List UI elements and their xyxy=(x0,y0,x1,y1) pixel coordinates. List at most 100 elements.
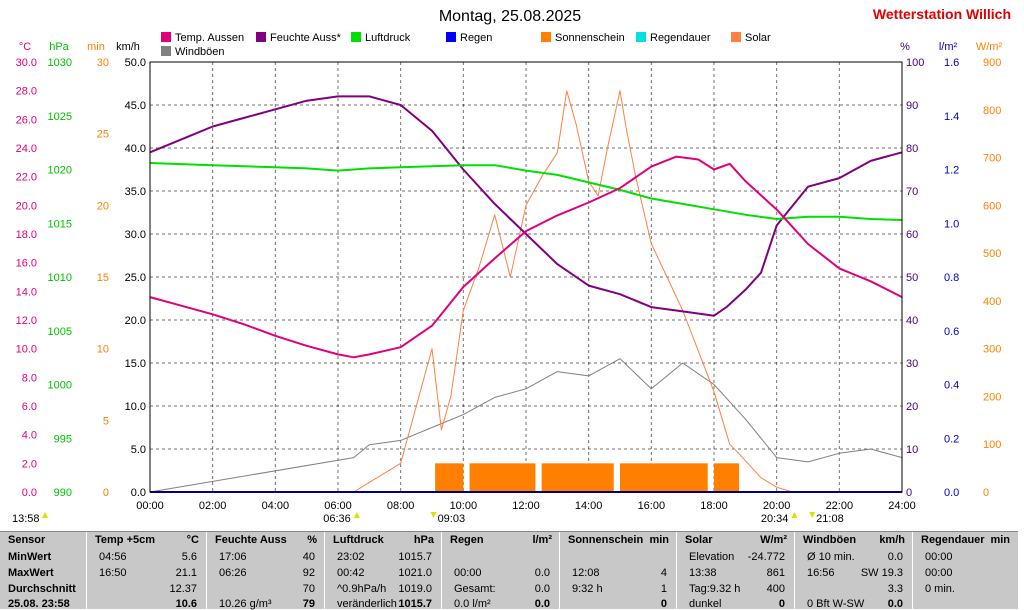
stats-cell-left: 00:42 xyxy=(337,567,365,579)
sun-end-time: 21:08 xyxy=(816,513,844,525)
series-line xyxy=(353,90,793,493)
legend-label: Regen xyxy=(460,32,492,44)
stats-header: Feuchte Auss xyxy=(215,534,287,546)
current-time-marker xyxy=(42,512,48,518)
tick-label-kmh: 45.0 xyxy=(125,100,146,112)
legend-swatch xyxy=(446,32,456,42)
axis-unit-solar: W/m² xyxy=(976,41,1003,53)
tick-label-temp: 12.0 xyxy=(16,315,37,327)
sun-start-time: 09:03 xyxy=(438,513,466,525)
time-tick-label: 16:00 xyxy=(638,500,666,512)
stats-column-separator xyxy=(324,532,325,609)
stats-header-unit: % xyxy=(307,534,317,546)
sunshine-bar xyxy=(714,463,740,492)
tick-label-rain: 0.6 xyxy=(944,326,959,338)
time-tick-label: 20:00 xyxy=(763,500,791,512)
legend-swatch xyxy=(351,32,361,42)
stats-cell-value: 0 xyxy=(778,598,785,610)
tick-label-rain: 0.0 xyxy=(944,487,959,499)
legend: Temp. Aussen Feuchte Auss* Luftdruck Regen S… xyxy=(161,32,771,58)
tick-label-press: 990 xyxy=(54,487,72,499)
tick-label-pct: 20 xyxy=(906,401,918,413)
stats-cell-value: 0 xyxy=(660,598,667,610)
tick-label-press: 1010 xyxy=(48,272,72,284)
tick-label-temp: 18.0 xyxy=(16,229,37,241)
tick-label-solar: 400 xyxy=(983,296,1001,308)
stats-cell-value: 0.0 xyxy=(534,598,550,610)
stats-cell-left: 00:00 xyxy=(925,551,953,563)
series-line xyxy=(149,162,903,221)
stats-header-unit: km/h xyxy=(879,534,905,546)
tick-label-kmh: 50.0 xyxy=(125,57,146,69)
tick-label-rain: 1.6 xyxy=(944,57,959,69)
tick-label-kmh: 30.0 xyxy=(125,229,146,241)
legend-swatch xyxy=(256,32,266,42)
stats-cell-value: 0.0 xyxy=(534,567,550,579)
stats-header: Sonnenschein xyxy=(568,534,644,546)
stats-cell-left: Tag:9.32 h xyxy=(689,583,741,595)
axis-ticks: 0.0 2.0 4.0 6.0 8.0 10.0 12.0 14.0 16.0 18.0 20.0 2… xyxy=(16,57,1002,512)
tick-label-min: 20 xyxy=(97,200,109,212)
stats-panel: Sensor MinWert MaxWert Durchschnitt 25.08. 2… xyxy=(0,531,1018,610)
legend-label: Solar xyxy=(745,32,771,44)
stats-header-unit: min xyxy=(990,534,1010,546)
stats-column-separator xyxy=(559,532,560,609)
stats-cell-left: dunkel xyxy=(689,598,722,610)
stats-column: Regen l/m² 00:00 0.0 Gesamt: 0.0 0.0 l/m² 0.0 xyxy=(442,532,560,610)
legend-label: Windböen xyxy=(175,46,225,58)
tick-label-pct: 80 xyxy=(906,143,918,155)
sunrise-time: 06:36 xyxy=(323,513,351,525)
series-line xyxy=(149,358,903,493)
sun-markers: 06:36 20:34 09:03 21:08 13:58 xyxy=(12,512,844,525)
stats-row-label: MaxWert xyxy=(8,567,54,579)
station-name: Wetterstation Willich xyxy=(873,6,1011,22)
stats-column-separator xyxy=(912,532,913,609)
stats-cell-left: 16:56 xyxy=(807,567,835,579)
stats-cell-left: 12:08 xyxy=(572,567,600,579)
tick-label-rain: 1.4 xyxy=(944,111,959,123)
plot-frame xyxy=(149,61,903,493)
stats-column: Sensor MinWert MaxWert Durchschnitt 25.08. 2… xyxy=(0,532,87,610)
time-tick-label: 10:00 xyxy=(450,500,478,512)
stats-column-separator xyxy=(676,532,677,609)
tick-label-solar: 500 xyxy=(983,248,1001,260)
tick-label-temp: 24.0 xyxy=(16,143,37,155)
stats-cell-value: -24.772 xyxy=(747,551,785,563)
axis-unit-min: min xyxy=(87,41,105,53)
stats-column: Temp +5cm °C 04:56 5.6 16:50 21.1 12.37 10.6 xyxy=(87,532,207,610)
stats-column: Luftdruck hPa 23:02 1015.7 00:42 1021.0 ^0.9hP… xyxy=(325,532,442,610)
time-tick-label: 12:00 xyxy=(512,500,540,512)
tick-label-press: 1025 xyxy=(48,111,72,123)
tick-label-kmh: 5.0 xyxy=(131,444,146,456)
stats-header: Solar xyxy=(685,534,713,546)
tick-label-pct: 0 xyxy=(906,487,912,499)
tick-label-temp: 22.0 xyxy=(16,172,37,184)
stats-cell-left: 13:38 xyxy=(689,567,717,579)
tick-label-press: 1015 xyxy=(48,218,72,230)
stats-header-unit: °C xyxy=(186,534,199,546)
legend-swatch xyxy=(161,46,171,56)
tick-label-temp: 26.0 xyxy=(16,114,37,126)
grid xyxy=(150,62,902,492)
sunset-time: 20:34 xyxy=(761,513,789,525)
tick-label-press: 1030 xyxy=(48,57,72,69)
time-tick-label: 22:00 xyxy=(826,500,854,512)
legend-swatch xyxy=(541,32,551,42)
tick-label-pct: 30 xyxy=(906,358,918,370)
sunset-marker xyxy=(791,512,798,518)
tick-label-rain: 1.2 xyxy=(944,165,959,177)
time-tick-label: 24:00 xyxy=(888,500,916,512)
tick-label-pct: 60 xyxy=(906,229,918,241)
stats-cell-value: 1021.0 xyxy=(398,567,432,579)
time-tick-label: 02:00 xyxy=(199,500,227,512)
tick-label-temp: 28.0 xyxy=(16,86,37,98)
stats-header-unit: hPa xyxy=(413,534,434,546)
stats-cell-left: 10.26 g/m³ xyxy=(219,598,272,610)
tick-label-temp: 6.0 xyxy=(22,401,37,413)
tick-label-pct: 40 xyxy=(906,315,918,327)
stats-column: Windböen km/h Ø 10 min. 0.0 16:56 SW 19.3 3.3 0… xyxy=(795,532,913,610)
series-line xyxy=(149,155,903,359)
stats-cell-value: 70 xyxy=(302,583,315,595)
stats-header-unit: min xyxy=(649,534,669,546)
stats-cell-value: 40 xyxy=(302,551,315,563)
